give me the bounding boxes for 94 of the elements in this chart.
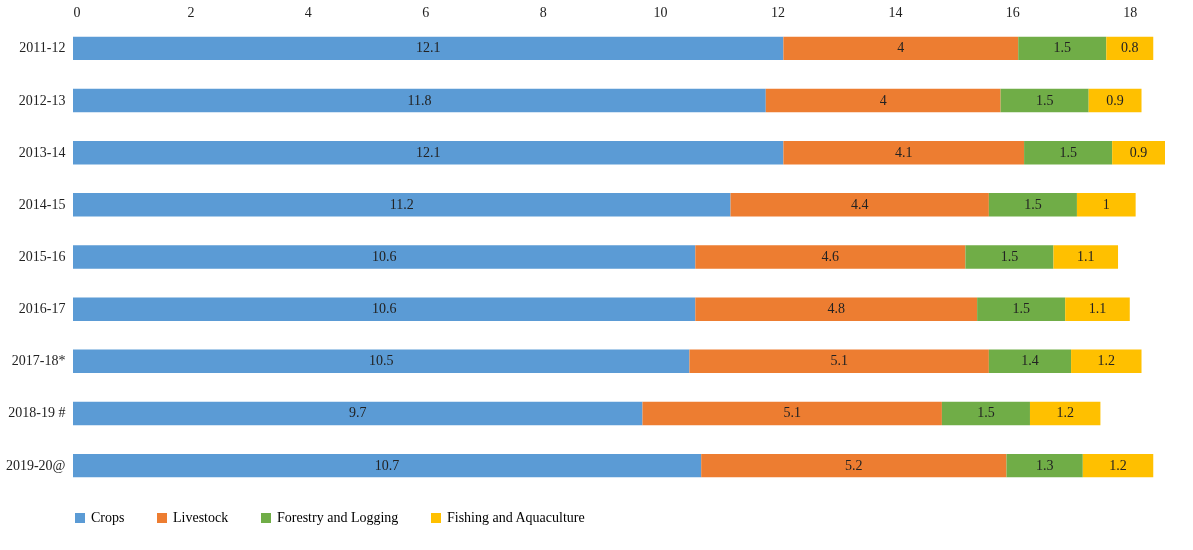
bar [1065, 297, 1130, 321]
bar [783, 140, 1025, 165]
data-label: 4.4 [850, 196, 869, 212]
bar [73, 193, 731, 217]
y-tick-label: 2014-15 [18, 196, 66, 212]
data-label: 1.5 [977, 405, 995, 421]
bar [642, 401, 942, 426]
x-tick-label: 6 [422, 4, 430, 20]
x-tick-label: 4 [304, 4, 312, 20]
data-label: 1.3 [1035, 457, 1054, 473]
data-label: 1.5 [1000, 249, 1019, 264]
bar [941, 401, 1030, 426]
y-tick-label: 2018-19 # [8, 405, 66, 421]
data-label: 1.5 [1024, 196, 1042, 212]
bar [701, 453, 1007, 478]
data-label: 5.1 [783, 405, 801, 421]
data-label: 11.8 [407, 92, 432, 108]
data-label: 0.9 [1129, 144, 1148, 160]
x-tick-label: 2 [187, 4, 195, 20]
data-label: 10.7 [374, 457, 400, 473]
data-label: 4 [897, 40, 905, 56]
bar [988, 349, 1072, 374]
bar [1029, 401, 1101, 426]
data-label: 1.1 [1088, 301, 1107, 317]
bar [1112, 140, 1165, 165]
y-tick-label: 2017-18* [11, 353, 66, 369]
y-tick-label: 2013-14 [18, 144, 66, 160]
data-label: 5.1 [830, 353, 848, 369]
y-tick-label: 2011-12 [19, 40, 66, 56]
bar [1082, 453, 1154, 478]
y-tick-label: 2016-17 [18, 301, 66, 317]
bar [73, 453, 702, 478]
bar [73, 140, 784, 165]
data-label: 10.6 [371, 249, 397, 264]
y-tick-label: 2019-20@ [5, 457, 66, 473]
bar [73, 245, 696, 269]
data-label: 4 [879, 92, 887, 108]
bar [965, 245, 1054, 269]
data-label: 12.1 [415, 40, 441, 56]
x-tick-label: 8 [539, 4, 547, 20]
bar [1076, 193, 1136, 217]
data-label: 0.8 [1121, 40, 1139, 56]
data-label: 1.4 [1021, 353, 1039, 369]
data-label: 4.1 [894, 144, 913, 160]
bar [695, 245, 966, 269]
bar [730, 193, 989, 217]
bar [1071, 349, 1142, 374]
bar [1018, 36, 1107, 61]
data-label: 10.5 [368, 353, 394, 369]
bar [1088, 88, 1142, 113]
data-label: 4.8 [827, 301, 845, 317]
data-label: 1.5 [1053, 40, 1072, 56]
bar [689, 349, 989, 374]
bar [1006, 453, 1083, 478]
legend-label: Livestock [173, 510, 229, 525]
data-label: 1.5 [1012, 301, 1030, 317]
legend-label: Crops [91, 510, 125, 525]
bar [765, 88, 1001, 113]
legend-label: Forestry and Logging [277, 510, 399, 525]
bar [73, 349, 690, 374]
data-label: 1.5 [1035, 92, 1054, 108]
bar [73, 88, 766, 113]
y-tick-label: 2012-13 [18, 92, 66, 108]
data-label: 5.2 [845, 457, 863, 473]
data-label: 9.7 [348, 405, 367, 421]
x-tick-label: 0 [73, 4, 81, 20]
data-label: 11.2 [389, 196, 414, 212]
x-tick-label: 12 [771, 4, 786, 20]
data-label: 1.2 [1109, 457, 1127, 473]
x-tick-label: 16 [1005, 4, 1020, 20]
data-label: 1.5 [1059, 144, 1077, 160]
data-label: 1.2 [1097, 353, 1116, 369]
x-tick-label: 10 [653, 4, 668, 20]
bar [73, 401, 643, 426]
bar [1024, 140, 1113, 165]
x-tick-label: 14 [888, 4, 903, 20]
legend-label: Fishing and Aquaculture [447, 510, 585, 525]
data-label: 0.9 [1106, 92, 1124, 108]
bar [977, 297, 1066, 321]
bar [1053, 245, 1119, 269]
bar [695, 297, 978, 321]
bar [1000, 88, 1089, 113]
bar [988, 193, 1077, 217]
bar [73, 36, 784, 61]
y-tick-label: 2015-16 [18, 249, 66, 264]
data-label: 4.6 [821, 249, 840, 264]
data-label: 10.6 [371, 301, 397, 317]
data-label: 1 [1102, 196, 1110, 212]
bar [73, 297, 696, 321]
x-tick-label: 18 [1123, 4, 1138, 20]
data-label: 1.1 [1076, 249, 1095, 264]
data-label: 12.1 [415, 144, 441, 160]
data-label: 1.2 [1056, 405, 1074, 421]
bar [783, 36, 1019, 61]
